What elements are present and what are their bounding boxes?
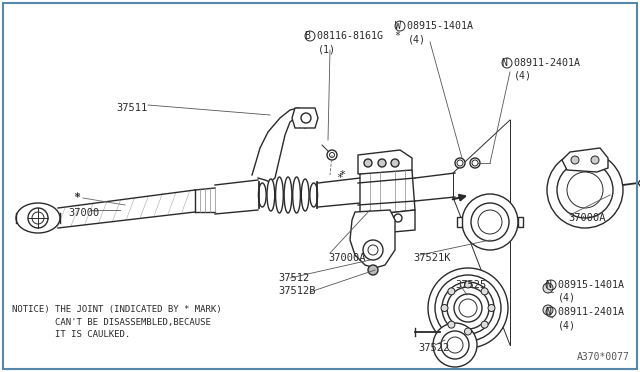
Text: 37512: 37512	[278, 273, 309, 283]
Circle shape	[557, 162, 613, 218]
Circle shape	[447, 287, 489, 329]
Circle shape	[364, 216, 372, 224]
Text: 37512B: 37512B	[278, 286, 316, 296]
Circle shape	[448, 321, 455, 328]
Text: 37511: 37511	[116, 103, 148, 113]
Text: B 08116-8161G  *: B 08116-8161G *	[305, 31, 401, 41]
Text: 37525: 37525	[455, 280, 486, 290]
Ellipse shape	[284, 177, 292, 213]
Ellipse shape	[310, 183, 317, 207]
Text: (1): (1)	[318, 44, 336, 54]
Circle shape	[433, 323, 477, 367]
Circle shape	[28, 208, 48, 228]
Circle shape	[435, 275, 501, 341]
Circle shape	[454, 294, 482, 322]
Circle shape	[481, 321, 488, 328]
Circle shape	[547, 152, 623, 228]
Circle shape	[488, 305, 495, 311]
Circle shape	[455, 158, 465, 168]
Polygon shape	[562, 148, 608, 172]
Polygon shape	[292, 108, 318, 128]
Text: A370*0077: A370*0077	[577, 352, 630, 362]
Circle shape	[448, 288, 455, 295]
Circle shape	[441, 305, 448, 311]
Circle shape	[465, 328, 472, 335]
Circle shape	[543, 305, 553, 315]
Text: *: *	[337, 173, 344, 183]
Polygon shape	[518, 217, 523, 227]
Circle shape	[378, 159, 386, 167]
Text: 37521K: 37521K	[413, 253, 451, 263]
Polygon shape	[360, 170, 415, 216]
Circle shape	[394, 214, 402, 222]
Text: *: *	[75, 193, 81, 203]
Ellipse shape	[259, 183, 266, 207]
Circle shape	[441, 331, 469, 359]
Circle shape	[465, 281, 472, 288]
Text: *: *	[339, 170, 345, 180]
Text: (4): (4)	[558, 320, 576, 330]
Polygon shape	[350, 210, 395, 268]
Text: (4): (4)	[514, 71, 532, 81]
Circle shape	[591, 156, 599, 164]
Text: NOTICE) THE JOINT (INDICATED BY * MARK)
        CAN'T BE DISASSEMBLED,BECAUSE
  : NOTICE) THE JOINT (INDICATED BY * MARK) …	[12, 305, 221, 339]
Text: 37000: 37000	[68, 208, 99, 218]
Circle shape	[470, 158, 480, 168]
Circle shape	[543, 283, 553, 293]
Polygon shape	[360, 210, 415, 235]
Circle shape	[327, 150, 337, 160]
Ellipse shape	[16, 203, 60, 233]
Circle shape	[571, 156, 579, 164]
Text: *: *	[73, 192, 80, 202]
Circle shape	[364, 159, 372, 167]
Ellipse shape	[267, 179, 275, 211]
Circle shape	[471, 203, 509, 241]
Text: (4): (4)	[408, 34, 426, 44]
Text: W 08915-1401A: W 08915-1401A	[395, 21, 473, 31]
Circle shape	[462, 194, 518, 250]
Text: N 08911-2401A: N 08911-2401A	[546, 307, 624, 317]
Text: (4): (4)	[558, 293, 576, 303]
Text: 37522: 37522	[418, 343, 449, 353]
Polygon shape	[457, 217, 462, 227]
Text: N 08911-2401A: N 08911-2401A	[502, 58, 580, 68]
Circle shape	[368, 265, 378, 275]
Ellipse shape	[292, 177, 300, 213]
Circle shape	[428, 268, 508, 348]
Circle shape	[481, 288, 488, 295]
Text: N 08915-1401A: N 08915-1401A	[546, 280, 624, 290]
Ellipse shape	[301, 179, 309, 211]
Ellipse shape	[276, 177, 284, 213]
Circle shape	[442, 282, 494, 334]
Text: 37000A: 37000A	[568, 213, 605, 223]
Polygon shape	[358, 150, 412, 174]
Circle shape	[391, 159, 399, 167]
Text: 37000A: 37000A	[328, 253, 365, 263]
